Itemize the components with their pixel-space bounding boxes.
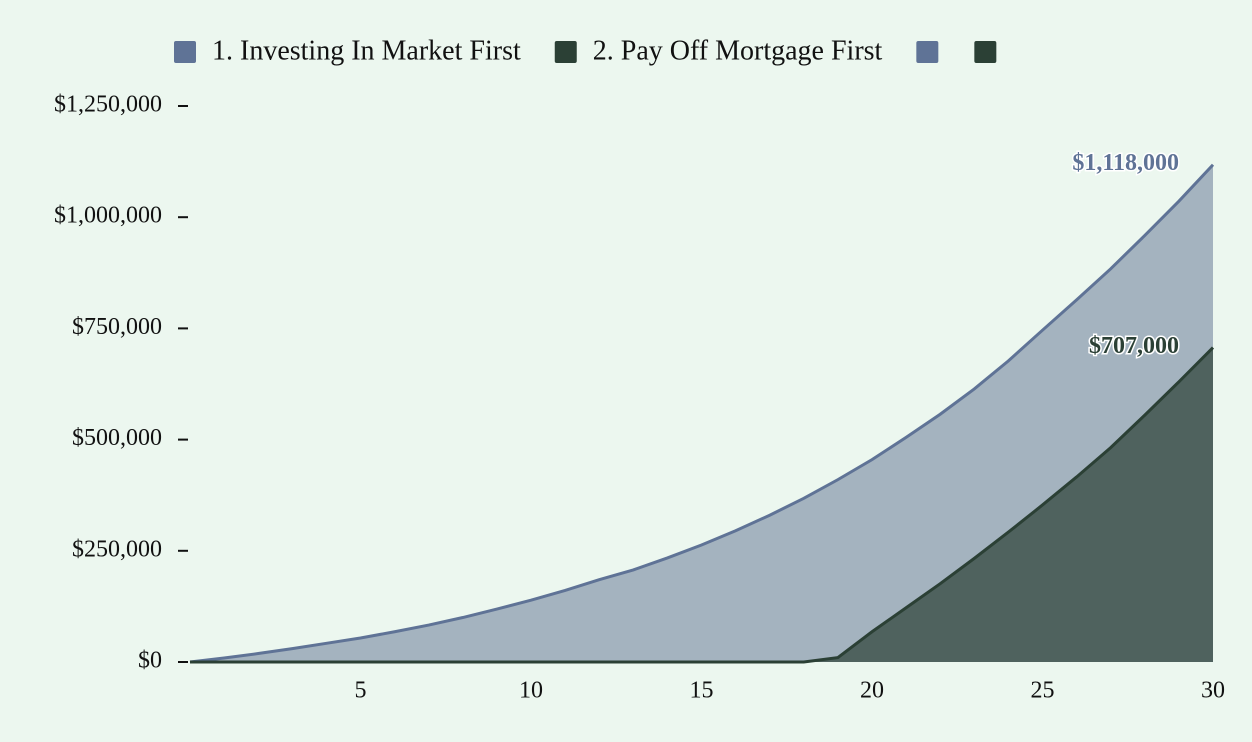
x-tick-label: 10 (519, 678, 543, 704)
y-tick-label: $250,000 (72, 536, 162, 562)
legend-label: 1. Investing In Market First (212, 35, 521, 66)
y-tick-label: $1,000,000 (54, 203, 162, 229)
value-label: $1,118,000 (1072, 150, 1179, 176)
y-tick-label: $1,250,000 (54, 92, 162, 118)
legend: 1. Investing In Market First 2. Pay Off M… (174, 35, 997, 66)
legend-swatch (974, 41, 997, 63)
x-tick-label: 25 (1031, 678, 1055, 704)
value-label: $707,000 (1089, 333, 1179, 359)
area (190, 164, 1213, 662)
area (190, 347, 1213, 662)
y-tick-label: $0 (138, 648, 162, 674)
legend-swatch (916, 41, 939, 63)
y-tick-label: $500,000 (72, 425, 162, 451)
legend-label: 2. Pay Off Mortgage First (593, 35, 883, 66)
x-tick-label: 15 (690, 678, 714, 704)
line (189, 163, 1215, 664)
legend-swatch (174, 41, 196, 63)
x-tick-label: 30 (1201, 678, 1225, 704)
y-tick-label: $750,000 (72, 314, 162, 340)
line (190, 346, 1215, 664)
x-tick-label: 20 (860, 678, 884, 704)
legend-swatch (554, 41, 577, 63)
x-tick-label: 5 (355, 678, 367, 704)
